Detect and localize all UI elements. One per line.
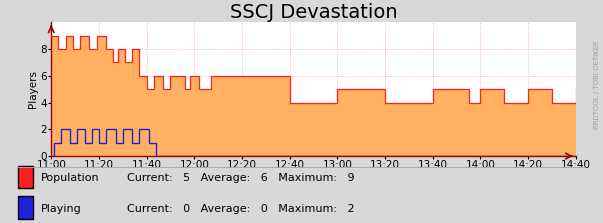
- Text: Playing: Playing: [40, 204, 81, 213]
- Y-axis label: Players: Players: [28, 70, 37, 108]
- Title: SSCJ Devastation: SSCJ Devastation: [230, 3, 397, 22]
- Text: RRDTOOL / TOBI OETIKER: RRDTOOL / TOBI OETIKER: [594, 40, 600, 129]
- Text: Population: Population: [40, 173, 99, 183]
- Text: Current:   0   Average:   0   Maximum:   2: Current: 0 Average: 0 Maximum: 2: [127, 204, 354, 213]
- Text: Current:   5   Average:   6   Maximum:   9: Current: 5 Average: 6 Maximum: 9: [127, 173, 354, 183]
